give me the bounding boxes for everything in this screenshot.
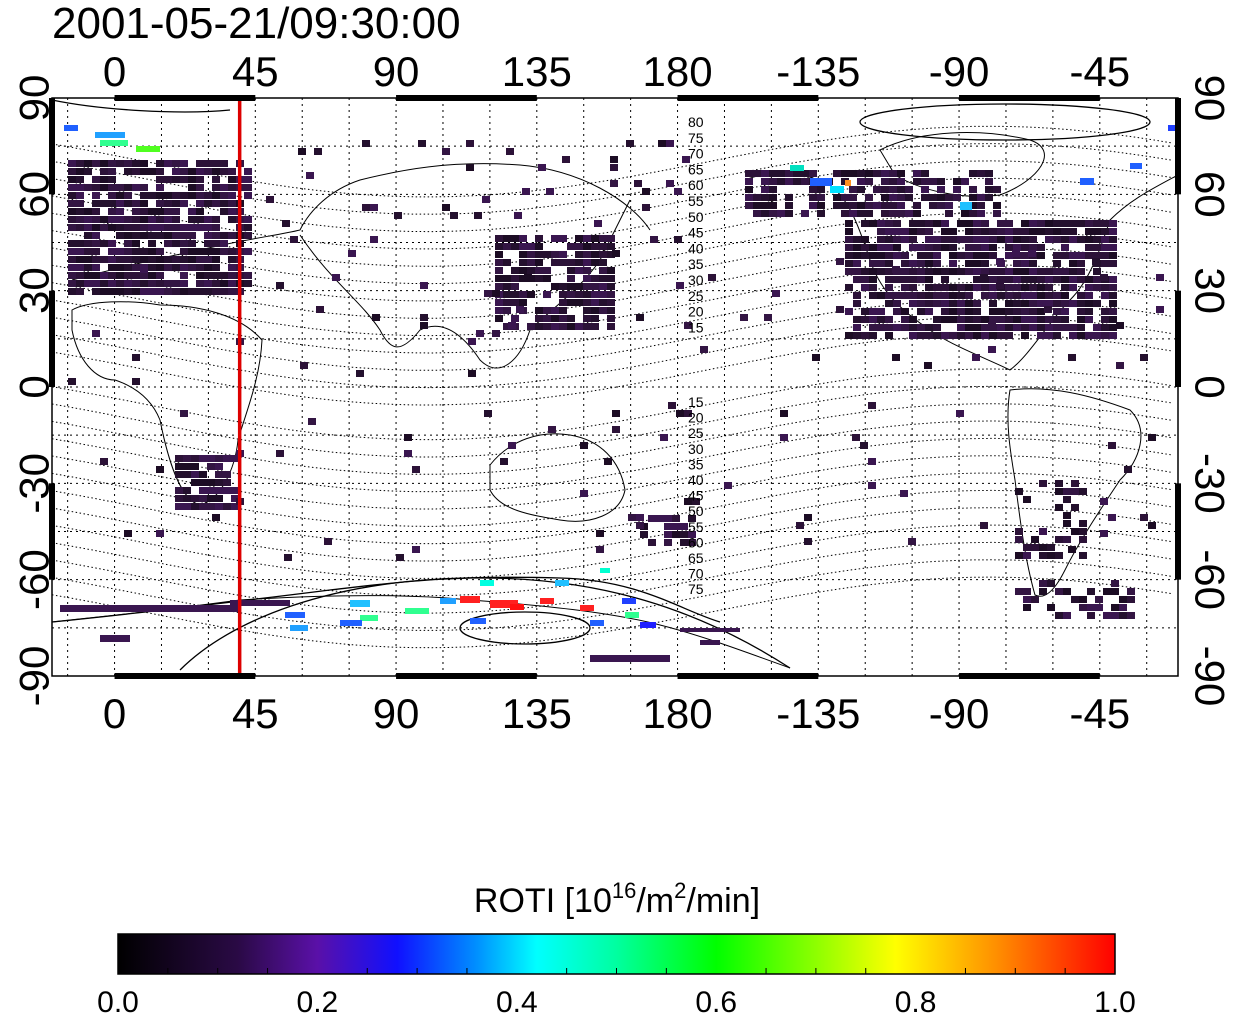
coast-australia xyxy=(489,433,626,522)
top-lon-tick-label: -45 xyxy=(1069,48,1130,95)
left-lat-tick-label: 0 xyxy=(11,375,58,398)
bottom-lon-tick-label: -45 xyxy=(1069,690,1130,737)
mlat-label-south: 25 xyxy=(688,425,704,441)
mlat-label-north: 75 xyxy=(688,130,704,146)
colorbar-tick-label: 0.6 xyxy=(695,986,737,1019)
mlat-label-north: 30 xyxy=(688,272,704,288)
mlat-label-north: 55 xyxy=(688,193,704,209)
right-lat-tick-label: 0 xyxy=(1186,375,1233,398)
colorbar-tick-label: 0.4 xyxy=(496,986,538,1019)
bottom-lon-tick-label: 135 xyxy=(502,690,572,737)
colorbar-ticks: 0.0 0.2 0.4 0.6 0.8 1.0 xyxy=(97,968,1136,1019)
left-lat-tick-label: -60 xyxy=(11,549,58,610)
mlat-label-north: 20 xyxy=(688,304,704,320)
colorbar-tick-label: 0.2 xyxy=(297,986,339,1019)
right-lat-tick-label: 60 xyxy=(1186,171,1233,218)
mlat-label-south: 35 xyxy=(688,456,704,472)
top-lon-tick-label: 0 xyxy=(103,48,126,95)
colorbar-gradient xyxy=(117,933,1116,975)
colorbar: ROTI [1016/m2/min] 0.0 0.2 0.4 0.6 0.8 1.0 xyxy=(97,878,1136,1019)
frame-tick-bars xyxy=(49,95,1181,679)
mlat-label-north: 50 xyxy=(688,209,704,225)
bottom-lon-tick-label: 180 xyxy=(643,690,713,737)
bottom-lon-tick-label: 90 xyxy=(373,690,420,737)
mlat-label-south: 65 xyxy=(688,550,704,566)
mlat-contour-labels: 8075706560555045403530252015152025303540… xyxy=(688,114,704,597)
mlat-label-south: 30 xyxy=(688,441,704,457)
top-lon-tick-label: -90 xyxy=(929,48,990,95)
bottom-lon-tick-label: 45 xyxy=(232,690,279,737)
right-lat-tick-label: 90 xyxy=(1186,75,1233,122)
mlat-label-south: 75 xyxy=(688,581,704,597)
left-lat-tick-label: 90 xyxy=(11,75,58,122)
mlat-label-north: 15 xyxy=(688,319,704,335)
mlat-label-south: 45 xyxy=(688,488,704,504)
figure-title: 2001-05-21/09:30:00 xyxy=(52,0,461,48)
mlat-label-north: 80 xyxy=(688,114,704,130)
mlat-label-south: 60 xyxy=(688,534,704,550)
top-lon-tick-label: 180 xyxy=(643,48,713,95)
top-lon-tick-label: 45 xyxy=(232,48,279,95)
top-lon-tick-label: 135 xyxy=(502,48,572,95)
mlat-label-north: 70 xyxy=(688,146,704,162)
mlat-label-south: 40 xyxy=(688,472,704,488)
top-lon-tick-label: 90 xyxy=(373,48,420,95)
mlat-label-north: 60 xyxy=(688,177,704,193)
colorbar-label: ROTI [1016/m2/min] xyxy=(474,878,760,920)
mlat-label-south: 50 xyxy=(688,503,704,519)
mlat-label-south: 20 xyxy=(688,410,704,426)
coast-greenland xyxy=(879,132,1045,197)
top-longitude-axis: 0 45 90 135 180 -135 -90 -45 xyxy=(103,48,1130,95)
map-panel: 8075706560555045403530252015152025303540… xyxy=(49,95,1181,679)
left-lat-tick-label: 30 xyxy=(11,267,58,314)
right-lat-tick-label: -60 xyxy=(1186,549,1233,610)
mlat-label-north: 25 xyxy=(688,288,704,304)
mlat-label-north: 35 xyxy=(688,256,704,272)
colorbar-tick-label: 0.0 xyxy=(97,986,139,1019)
mlat-label-south: 55 xyxy=(688,519,704,535)
top-lon-tick-label: -135 xyxy=(776,48,860,95)
mlat-label-north: 45 xyxy=(688,225,704,241)
colorbar-tick-label: 0.8 xyxy=(895,986,937,1019)
mlat-label-north: 65 xyxy=(688,161,704,177)
colorbar-tick-label: 1.0 xyxy=(1094,986,1136,1019)
bottom-lon-tick-label: -135 xyxy=(776,690,860,737)
mlat-label-south: 15 xyxy=(688,394,704,410)
bottom-lon-tick-label: -90 xyxy=(929,690,990,737)
left-latitude-axis: 90 60 30 0 -30 -60 -90 xyxy=(11,75,58,707)
right-lat-tick-label: -30 xyxy=(1186,453,1233,514)
bottom-longitude-axis: 0 45 90 135 180 -135 -90 -45 xyxy=(103,690,1130,737)
coast-south-america xyxy=(1007,388,1142,597)
mlat-label-south: 70 xyxy=(688,566,704,582)
left-lat-tick-label: 60 xyxy=(11,171,58,218)
left-lat-tick-label: -30 xyxy=(11,453,58,514)
right-lat-tick-label: 30 xyxy=(1186,267,1233,314)
left-lat-tick-label: -90 xyxy=(11,646,58,707)
right-latitude-axis: 90 60 30 0 -30 -60 -90 xyxy=(1186,75,1233,707)
bottom-lon-tick-label: 0 xyxy=(103,690,126,737)
right-lat-tick-label: -90 xyxy=(1186,646,1233,707)
mlat-label-north: 40 xyxy=(688,240,704,256)
